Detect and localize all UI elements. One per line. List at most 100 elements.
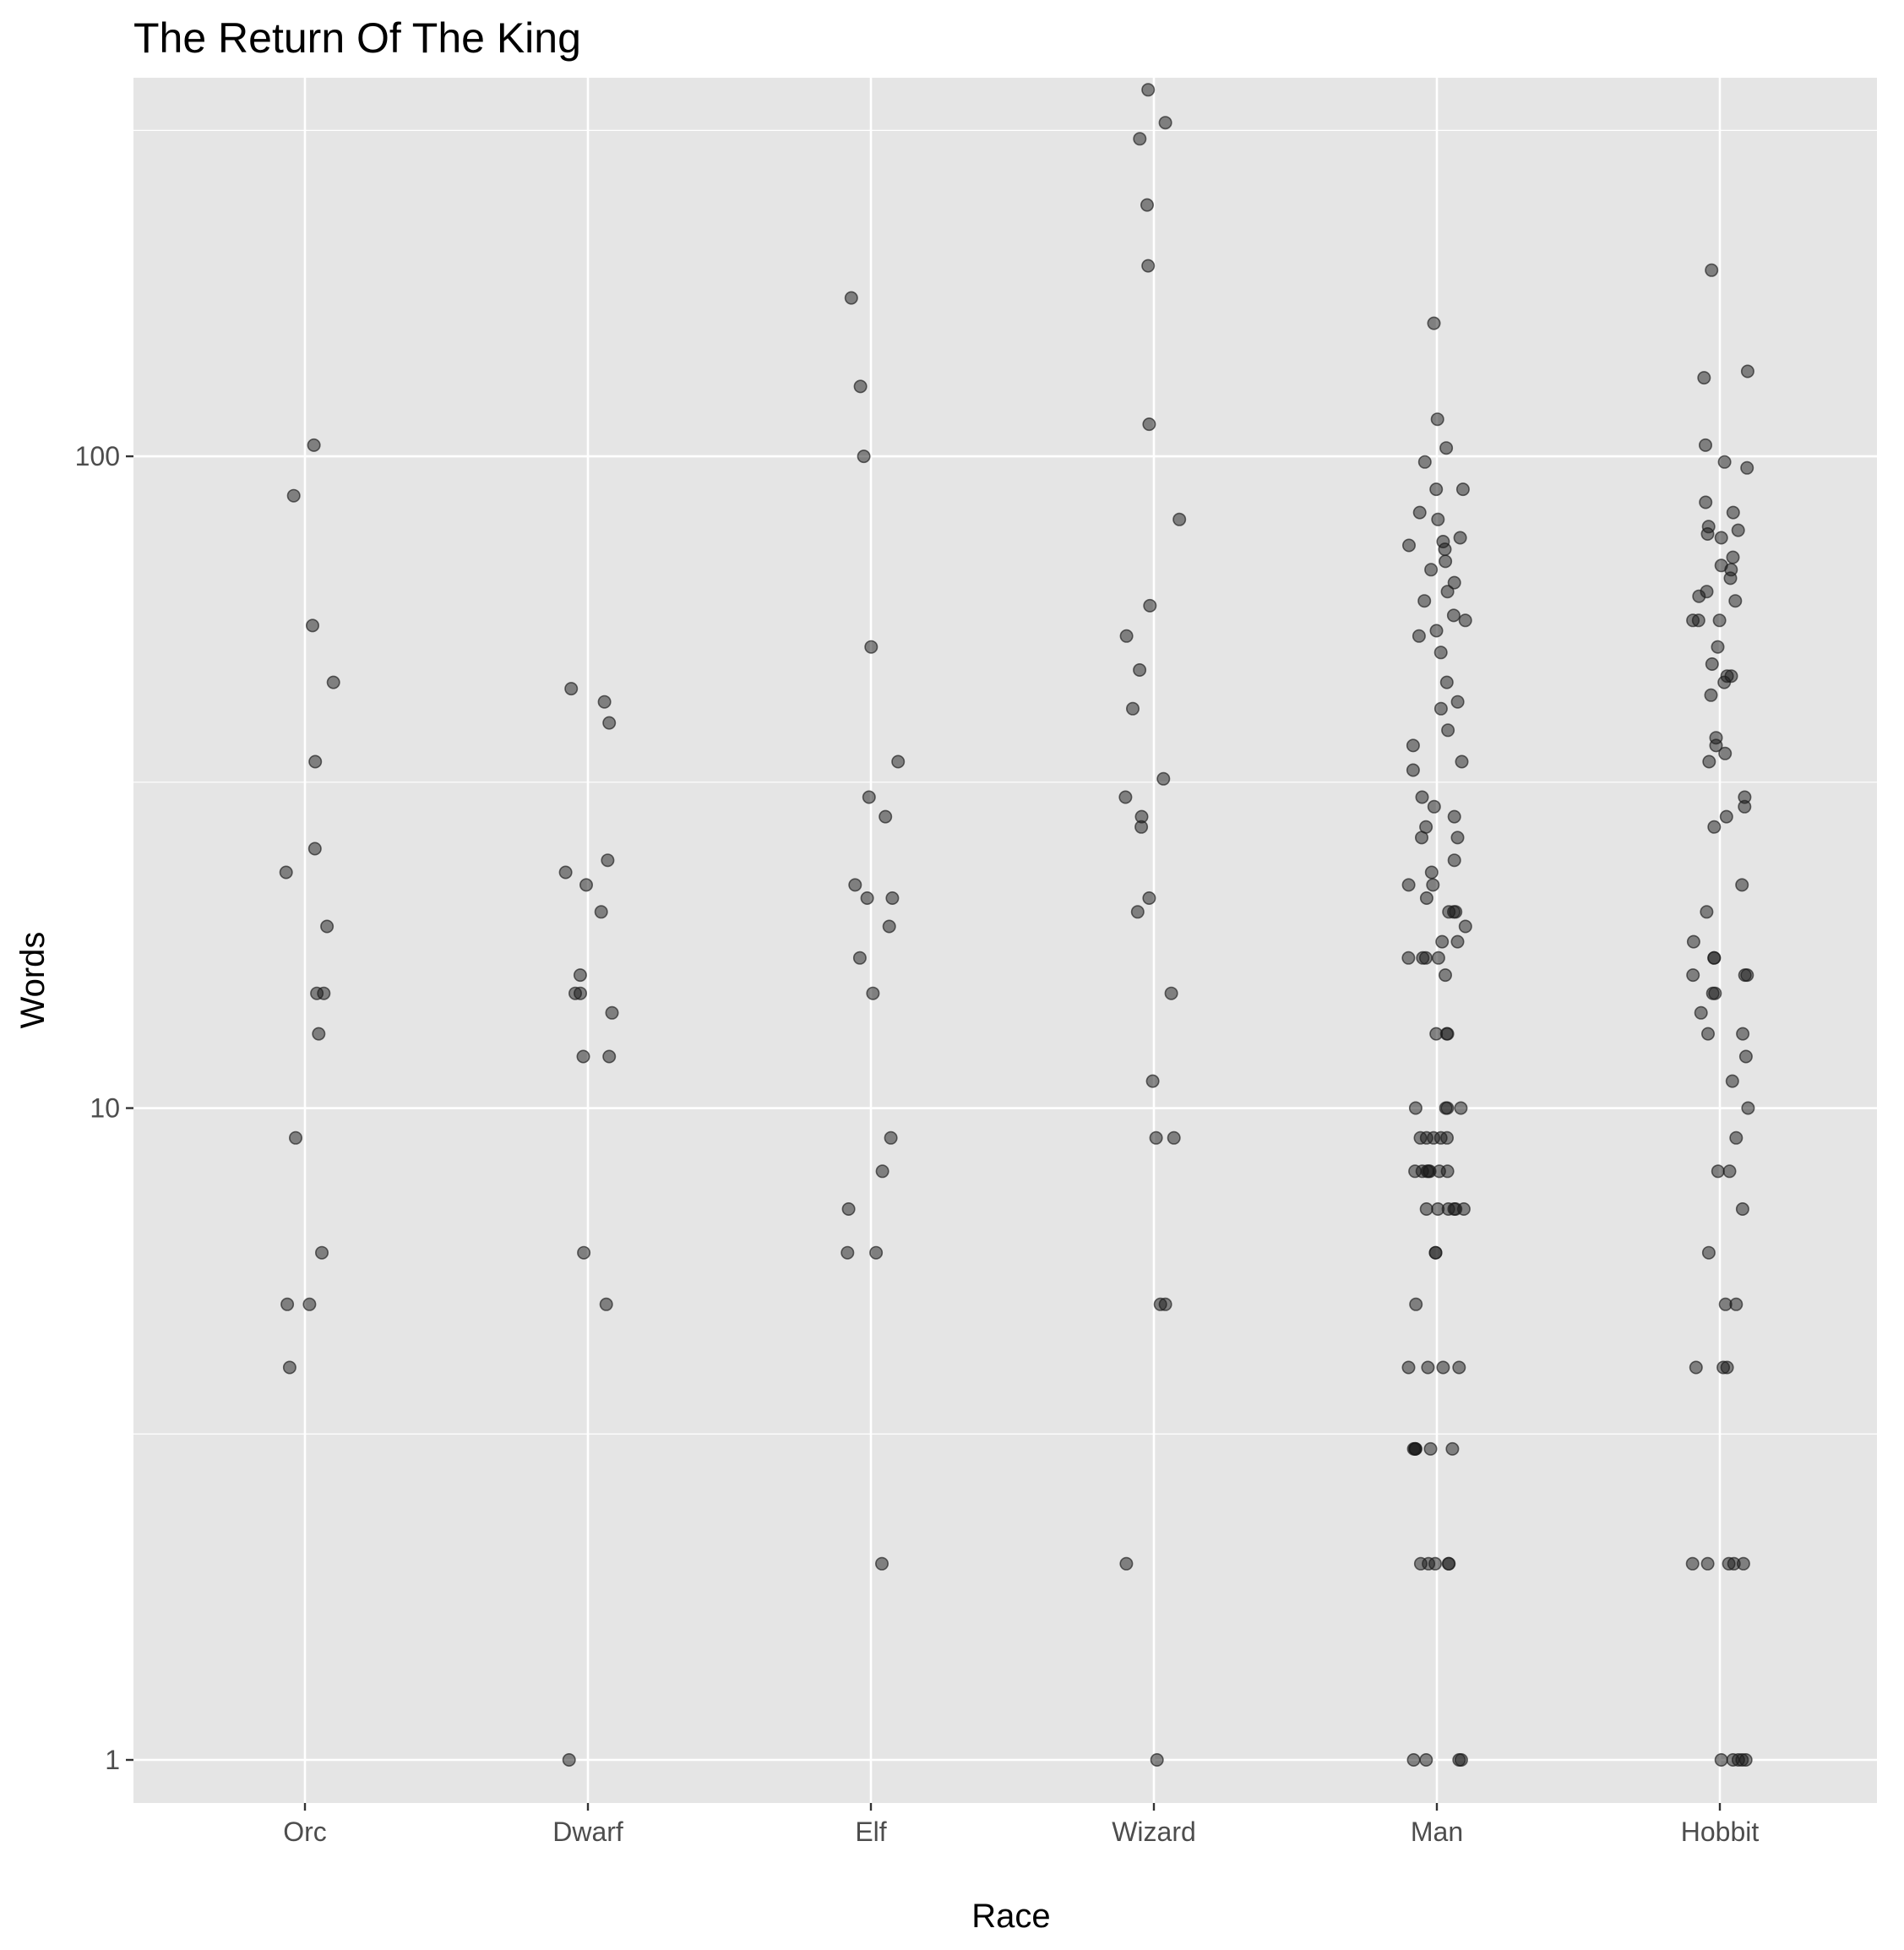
- point-man-1: [1430, 412, 1444, 427]
- point-orc-4: [308, 754, 323, 769]
- point-hobbit-65: [1722, 1556, 1736, 1571]
- point-man-57: [1408, 1101, 1423, 1115]
- x-tick-label-wizard: Wizard: [1112, 1817, 1196, 1847]
- point-man-8: [1453, 531, 1467, 545]
- minor-gridlines: [133, 129, 1877, 1435]
- point-orc-12: [314, 1245, 329, 1260]
- point-man-21: [1433, 645, 1448, 660]
- point-dwarf-5: [579, 878, 593, 892]
- point-man-79: [1452, 1360, 1466, 1375]
- point-wizard-7: [1143, 598, 1157, 613]
- x-axis: Orc Dwarf Elf Wizard Man Hobbit: [283, 1803, 1759, 1847]
- point-elf-5: [862, 790, 876, 804]
- point-man-74: [1447, 1202, 1461, 1217]
- point-hobbit-50: [1725, 1074, 1739, 1088]
- point-man-15: [1440, 585, 1455, 599]
- point-elf-3: [864, 640, 879, 654]
- point-man-67: [1420, 1164, 1434, 1179]
- point-orc-9: [317, 986, 331, 1000]
- point-hobbit-18: [1728, 594, 1743, 608]
- y-tick-label-10: 10: [90, 1093, 120, 1124]
- point-man-10: [1402, 538, 1417, 553]
- point-hobbit-66: [1700, 1556, 1715, 1571]
- point-elf-9: [885, 891, 900, 906]
- point-hobbit-70: [1714, 1753, 1728, 1768]
- point-man-69: [1432, 1164, 1446, 1179]
- point-orc-15: [282, 1360, 296, 1375]
- point-hobbit-10: [1700, 526, 1715, 541]
- x-tick-label-dwarf: Dwarf: [552, 1817, 623, 1847]
- point-hobbit-3: [1699, 438, 1713, 452]
- point-man-72: [1431, 1202, 1445, 1217]
- point-man-39: [1419, 891, 1433, 906]
- x-tick-label-man: Man: [1411, 1817, 1463, 1847]
- point-wizard-8: [1119, 629, 1134, 643]
- point-hobbit-52: [1729, 1130, 1744, 1145]
- point-man-49: [1431, 950, 1445, 965]
- point-man-92: [1413, 1556, 1428, 1571]
- point-elf-10: [882, 919, 896, 934]
- point-dwarf-12: [576, 1049, 590, 1064]
- point-hobbit-33: [1738, 799, 1752, 814]
- point-dwarf-10: [605, 1005, 619, 1020]
- point-man-7: [1431, 512, 1445, 526]
- point-wizard-20: [1167, 1130, 1181, 1145]
- point-wizard-19: [1149, 1130, 1163, 1145]
- point-orc-13: [280, 1297, 295, 1311]
- y-tick-label-100: 100: [75, 441, 120, 471]
- point-elf-12: [866, 986, 880, 1000]
- point-man-81: [1401, 1360, 1416, 1375]
- point-orc-6: [279, 865, 293, 880]
- point-man-42: [1447, 905, 1461, 919]
- point-man-44: [1435, 934, 1450, 949]
- point-wizard-24: [1150, 1753, 1164, 1768]
- point-wizard-14: [1134, 820, 1149, 834]
- point-elf-8: [860, 891, 874, 906]
- point-wizard-15: [1142, 891, 1156, 906]
- y-axis: 1 10 100: [75, 441, 133, 1775]
- point-dwarf-13: [577, 1245, 591, 1260]
- y-tick-label-1: 1: [105, 1745, 120, 1775]
- point-man-97: [1452, 1753, 1466, 1768]
- plot-panel: [133, 78, 1877, 1803]
- point-man-33: [1450, 831, 1465, 845]
- point-dwarf-7: [573, 968, 587, 983]
- point-man-53: [1429, 1027, 1444, 1041]
- point-hobbit-30: [1718, 746, 1733, 760]
- point-elf-18: [875, 1556, 889, 1571]
- point-hobbit-27: [1704, 688, 1718, 702]
- point-hobbit-11: [1714, 531, 1728, 545]
- point-man-24: [1433, 701, 1448, 716]
- point-wizard-17: [1164, 986, 1178, 1000]
- point-hobbit-36: [1735, 878, 1749, 892]
- y-axis-title: Words: [14, 932, 52, 1029]
- point-hobbit-42: [1740, 968, 1754, 983]
- point-man-13: [1424, 563, 1439, 577]
- x-tick-label-orc: Orc: [283, 1817, 327, 1847]
- point-man-95: [1419, 1753, 1433, 1768]
- point-hobbit-0: [1705, 263, 1719, 277]
- point-hobbit-49: [1738, 1049, 1753, 1064]
- point-dwarf-1: [597, 694, 612, 709]
- point-hobbit-47: [1736, 1027, 1750, 1041]
- point-hobbit-54: [1722, 1164, 1737, 1179]
- x-tick-label-hobbit: Hobbit: [1681, 1817, 1760, 1847]
- data-points: [279, 83, 1755, 1768]
- x-axis-title: Race: [971, 1898, 1050, 1935]
- point-hobbit-22: [1711, 640, 1725, 654]
- point-wizard-10: [1126, 701, 1140, 716]
- point-hobbit-5: [1740, 460, 1754, 475]
- point-man-17: [1446, 608, 1461, 623]
- point-wizard-6: [1172, 512, 1187, 526]
- point-man-43: [1458, 919, 1472, 934]
- point-elf-4: [891, 754, 906, 769]
- point-wizard-5: [1142, 417, 1156, 432]
- point-hobbit-2: [1697, 371, 1711, 385]
- point-hobbit-9: [1731, 523, 1745, 537]
- point-man-28: [1406, 763, 1420, 777]
- point-hobbit-15: [1723, 571, 1738, 586]
- point-man-55: [1454, 1101, 1468, 1115]
- point-man-16: [1417, 594, 1432, 608]
- point-hobbit-17: [1692, 589, 1706, 603]
- point-hobbit-58: [1718, 1297, 1733, 1311]
